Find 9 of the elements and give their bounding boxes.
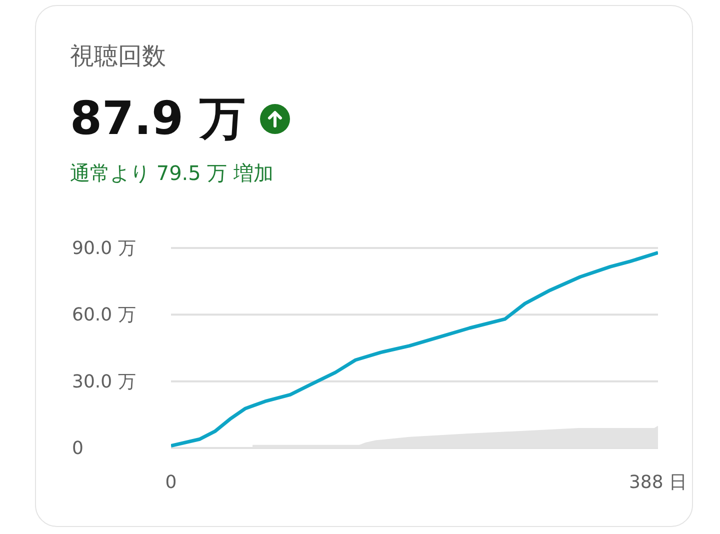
y-tick-label: 60.0 万	[72, 304, 136, 326]
y-tick-label: 90.0 万	[72, 238, 136, 259]
chart-title: 視聴回数	[70, 41, 166, 72]
y-tick-label: 0	[72, 438, 84, 459]
chart-subtitle: 87.9 万	[70, 90, 246, 147]
x-tick-label: 388 日	[628, 472, 688, 493]
line-series	[171, 250, 658, 448]
text: 通常より 79.5 万 増加	[70, 160, 274, 187]
y-tick-label: 30.0 万	[72, 371, 136, 392]
